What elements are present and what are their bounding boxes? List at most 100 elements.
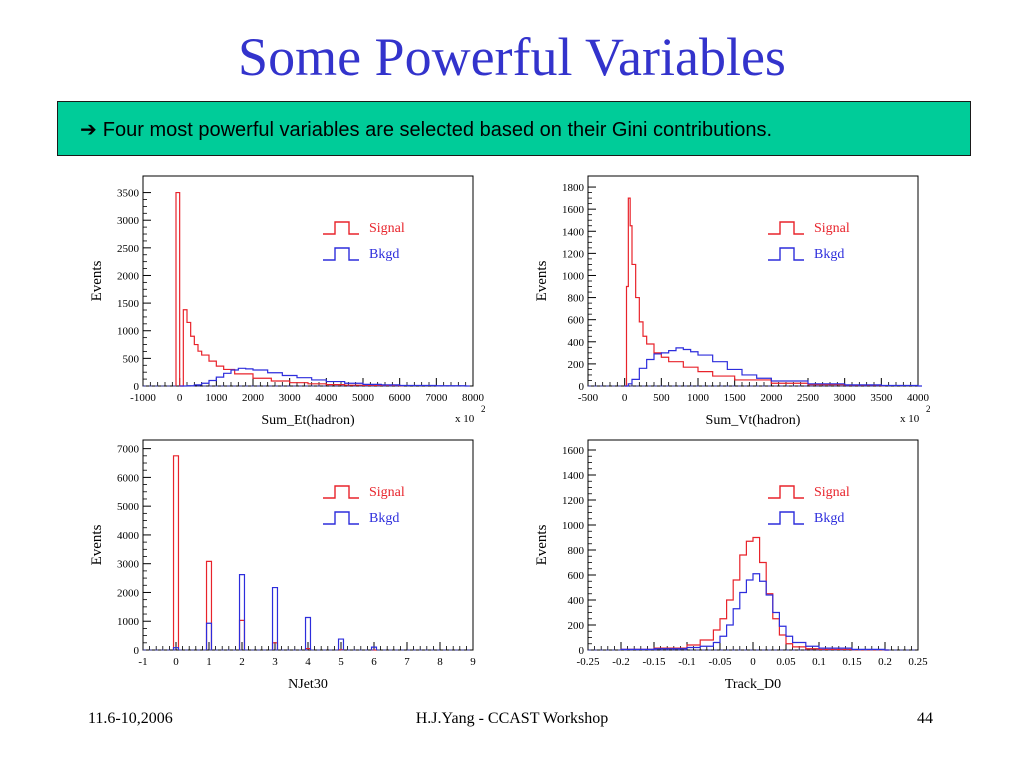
footer-page-number: 44 — [917, 710, 933, 727]
x-tick-label: 0.25 — [908, 656, 928, 668]
legend-symbol-bkgd — [323, 511, 359, 525]
x-axis-label: Sum_Et(hadron) — [261, 413, 355, 428]
x-tick-label: -0.1 — [678, 656, 695, 668]
x-tick-label: 5 — [338, 656, 344, 668]
x-tick-label: 1 — [206, 656, 212, 668]
bar-bkgd — [205, 622, 213, 650]
x-tick-label: -0.05 — [709, 656, 732, 668]
footer-date: 11.6-10,2006 — [88, 710, 173, 727]
y-tick-label: 600 — [568, 315, 585, 327]
y-tick-label: 3000 — [117, 559, 140, 571]
x-tick-label: 500 — [653, 392, 670, 404]
legend-symbol-signal — [323, 221, 359, 235]
bar-bkgd — [304, 616, 312, 650]
x-tick-label: 1000 — [205, 392, 228, 404]
y-tick-label: 200 — [568, 359, 585, 371]
y-tick-label: 4000 — [117, 530, 140, 542]
series-line-bkgd — [620, 573, 889, 651]
x-tick-label: 6 — [371, 656, 377, 668]
legend-label-signal: Signal — [369, 485, 405, 500]
y-tick-label: 1000 — [562, 520, 585, 532]
legend-symbol-bkgd — [323, 247, 359, 261]
y-axis-label: Events — [89, 260, 105, 301]
x-multiplier-exponent: 2 — [926, 404, 931, 414]
y-tick-label: 6000 — [117, 472, 140, 484]
y-tick-label: 1200 — [562, 495, 585, 507]
callout-text: Four most powerful variables are selecte… — [102, 119, 772, 141]
bar-signal — [205, 560, 213, 650]
legend-symbol-signal — [768, 221, 804, 235]
x-tick-label: 4000 — [315, 392, 338, 404]
legend-label-signal: Signal — [814, 221, 850, 236]
chart-sum-et: -1000 0 1000 2000 3000 4000 5000 6000 7000 800005… — [89, 175, 486, 428]
bar-bkgd — [271, 586, 279, 650]
chart-track-d0: -0.25 -0.2 -0.15 -0.1 -0.05 0 0.05 0.1 0.15 0.2 0.… — [534, 439, 928, 692]
y-tick-label: 1600 — [562, 204, 585, 216]
plot-frame — [142, 175, 474, 387]
x-tick-label: 7 — [404, 656, 410, 668]
x-tick-label: 5000 — [352, 392, 375, 404]
y-tick-label: 0 — [579, 381, 585, 393]
x-tick-label: 2000 — [760, 392, 783, 404]
bar-bkgd — [172, 647, 180, 650]
legend-label-signal: Signal — [814, 485, 850, 500]
x-tick-label: 8 — [437, 656, 443, 668]
x-tick-label: -1 — [138, 656, 147, 668]
x-tick-label: 7000 — [425, 392, 448, 404]
legend-label-signal: Signal — [369, 221, 405, 236]
y-tick-label: 400 — [568, 337, 585, 349]
x-tick-label: 0 — [622, 392, 628, 404]
x-tick-label: -0.2 — [612, 656, 629, 668]
callout-box: ➔ Four most powerful variables are select… — [57, 101, 971, 156]
x-tick-label: 4000 — [907, 392, 930, 404]
x-tick-label: 3500 — [870, 392, 893, 404]
series-line-bkgd — [179, 367, 470, 387]
x-tick-label: 8000 — [462, 392, 485, 404]
plot-frame — [142, 439, 474, 651]
x-tick-label: 3 — [272, 656, 278, 668]
y-tick-label: 0 — [579, 645, 585, 657]
x-tick-label: 0.1 — [812, 656, 826, 668]
legend-symbol-bkgd — [768, 511, 804, 525]
right-arrow-icon: ➔ — [80, 117, 97, 141]
x-tick-label: 2500 — [797, 392, 820, 404]
x-tick-label: -0.25 — [577, 656, 600, 668]
y-tick-label: 200 — [568, 620, 585, 632]
x-tick-label: 2000 — [242, 392, 265, 404]
legend-symbol-bkgd — [768, 247, 804, 261]
x-tick-label: 0 — [177, 392, 183, 404]
y-tick-label: 7000 — [117, 444, 140, 456]
x-axis-label: Sum_Vt(hadron) — [706, 413, 801, 428]
series-line-signal — [175, 191, 405, 387]
chart-njet30: -1 0 1 2 3 4 5 6 7 8 90100020003000400050006000700… — [89, 439, 476, 692]
y-tick-label: 1800 — [562, 182, 585, 194]
legend-symbol-signal — [323, 485, 359, 499]
x-axis-label: NJet30 — [288, 677, 328, 692]
y-tick-label: 3000 — [117, 215, 140, 227]
y-tick-label: 500 — [123, 353, 140, 365]
y-tick-label: 1600 — [562, 445, 585, 457]
x-multiplier-label: x 10 — [900, 413, 920, 425]
bar-bkgd — [238, 574, 246, 650]
bar-bkgd — [370, 646, 378, 650]
x-tick-label: 0 — [173, 656, 179, 668]
legend-symbol-signal — [768, 485, 804, 499]
y-tick-label: 800 — [568, 293, 585, 305]
x-tick-label: 3000 — [279, 392, 302, 404]
x-multiplier-exponent: 2 — [481, 404, 486, 414]
bar-bkgd — [337, 638, 345, 650]
y-tick-label: 600 — [568, 570, 585, 582]
x-tick-label: -1000 — [130, 392, 156, 404]
y-tick-label: 1000 — [117, 616, 140, 628]
y-axis-label: Events — [534, 260, 550, 301]
y-tick-label: 1200 — [562, 248, 585, 260]
y-tick-label: 1000 — [562, 270, 585, 282]
bar-signal — [172, 455, 180, 650]
y-tick-label: 1400 — [562, 470, 585, 482]
x-tick-label: 4 — [305, 656, 311, 668]
x-tick-label: 1500 — [724, 392, 747, 404]
y-tick-label: 1000 — [117, 326, 140, 338]
plot-frame — [587, 439, 919, 651]
plot-frame — [587, 175, 919, 387]
y-tick-label: 1400 — [562, 226, 585, 238]
